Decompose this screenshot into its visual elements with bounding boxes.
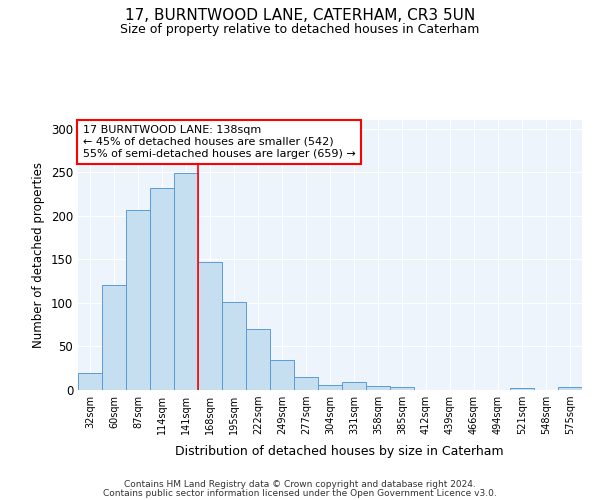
Bar [342,382,366,390]
Text: 17 BURNTWOOD LANE: 138sqm
← 45% of detached houses are smaller (542)
55% of semi: 17 BURNTWOOD LANE: 138sqm ← 45% of detac… [83,126,356,158]
Bar [126,210,150,390]
Bar [366,386,390,390]
Text: Distribution of detached houses by size in Caterham: Distribution of detached houses by size … [175,444,503,458]
Bar [222,302,246,390]
Bar [150,188,174,390]
Text: Contains public sector information licensed under the Open Government Licence v3: Contains public sector information licen… [103,488,497,498]
Bar [270,360,294,390]
Y-axis label: Number of detached properties: Number of detached properties [32,162,46,348]
Bar [558,388,582,390]
Bar [246,329,270,390]
Bar [294,377,318,390]
Bar [390,388,414,390]
Bar [174,173,198,390]
Text: 17, BURNTWOOD LANE, CATERHAM, CR3 5UN: 17, BURNTWOOD LANE, CATERHAM, CR3 5UN [125,8,475,22]
Bar [102,286,126,390]
Bar [78,372,102,390]
Bar [198,262,222,390]
Text: Size of property relative to detached houses in Caterham: Size of property relative to detached ho… [121,22,479,36]
Text: Contains HM Land Registry data © Crown copyright and database right 2024.: Contains HM Land Registry data © Crown c… [124,480,476,489]
Bar [318,385,342,390]
Bar [510,388,534,390]
